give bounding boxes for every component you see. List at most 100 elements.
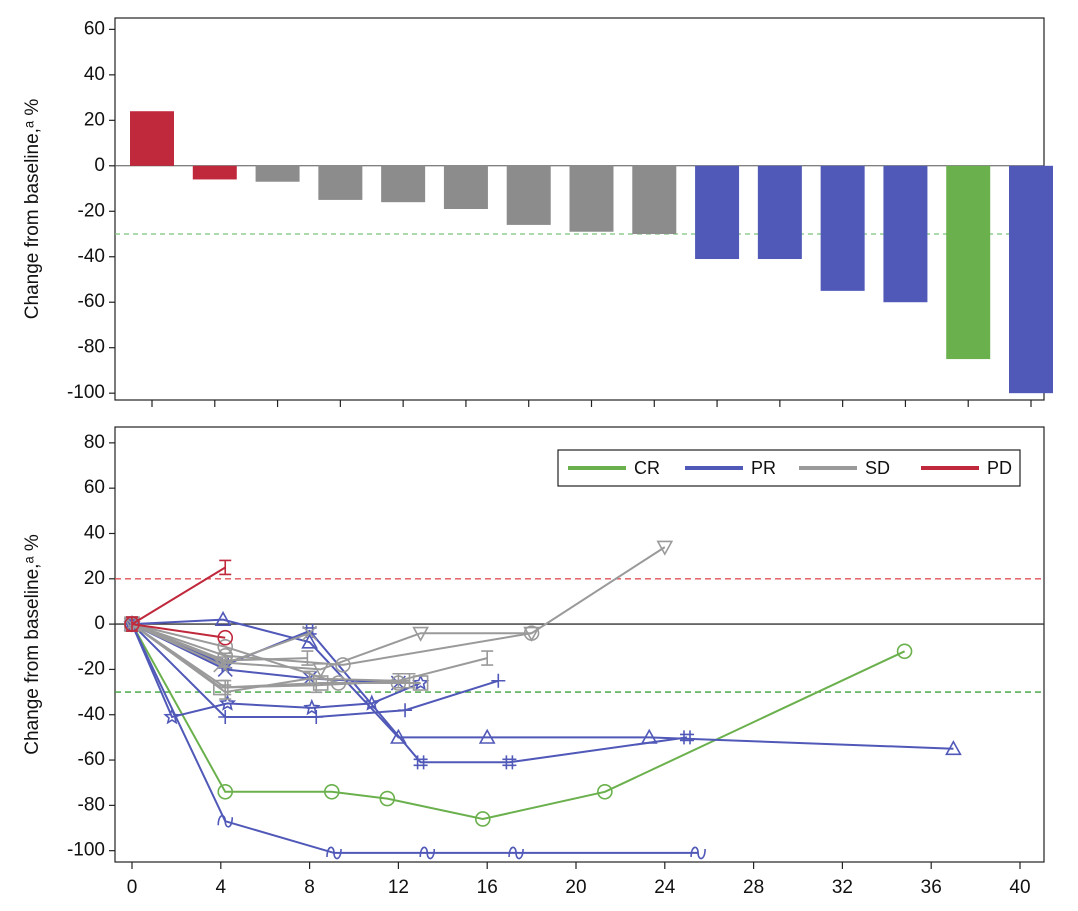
marker-x xyxy=(302,625,318,641)
marker-star xyxy=(411,673,430,691)
marker-inverted-triangle xyxy=(656,540,674,556)
y-tick-label: 0 xyxy=(94,613,105,634)
x-tick-label: 36 xyxy=(921,877,942,898)
waterfall-panel: 60 40 20 0 -20 -40 -60 -80 -100 Change from basel… xyxy=(22,17,1053,407)
series-line xyxy=(131,623,906,821)
marker-tilde xyxy=(690,846,706,860)
bar xyxy=(381,165,426,203)
y-axis-title: Change from baseline,ᵃ % xyxy=(22,99,43,320)
y-tick-label: 20 xyxy=(84,109,105,130)
legend-label: PD xyxy=(987,458,1012,478)
marker-hash xyxy=(680,730,694,745)
series-line xyxy=(131,623,699,854)
bar xyxy=(130,111,174,166)
marker-cap xyxy=(403,672,416,689)
x-tick-label: 40 xyxy=(1009,877,1030,898)
marker-circle xyxy=(379,790,396,807)
marker-cap xyxy=(219,679,232,696)
y-tick-label: -100 xyxy=(67,382,105,403)
chart-legend: CR PR SD PD xyxy=(557,449,1021,487)
y-tick-label: -80 xyxy=(78,337,105,358)
bar xyxy=(569,165,614,232)
marker-circle xyxy=(523,625,540,641)
marker-plus xyxy=(218,710,233,724)
y-tick-label: -80 xyxy=(78,794,105,815)
marker-circle xyxy=(597,783,613,800)
series-pd xyxy=(126,559,232,632)
marker-triangle xyxy=(390,728,407,744)
y-tick-label: -20 xyxy=(78,200,105,221)
marker-cap xyxy=(219,559,232,576)
bar xyxy=(255,165,300,182)
y-tick-label: -60 xyxy=(78,291,105,312)
bar xyxy=(1009,165,1053,394)
series-line xyxy=(131,623,421,719)
bar xyxy=(443,165,488,209)
x-tick-label: 8 xyxy=(304,877,315,898)
x-tick-label: 16 xyxy=(477,877,498,898)
series-line xyxy=(131,618,954,750)
marker-star xyxy=(218,694,237,711)
marker-cap xyxy=(310,677,323,694)
marker-triangle xyxy=(214,610,232,626)
legend-item-sd: SD xyxy=(799,458,890,478)
marker-circle xyxy=(124,616,140,632)
y-tick-label: 40 xyxy=(84,64,105,85)
marker-tilde xyxy=(217,814,234,828)
marker-circle xyxy=(896,643,913,660)
marker-cap xyxy=(219,652,232,669)
marker-tilde xyxy=(326,846,342,860)
legend-item-cr: CR xyxy=(568,458,660,478)
marker-hash xyxy=(413,755,428,770)
marker-tilde xyxy=(419,846,436,860)
series-line xyxy=(131,566,226,625)
marker-triangle xyxy=(301,633,318,649)
x-tick-label: 28 xyxy=(743,877,764,898)
marker-cap xyxy=(301,650,314,666)
marker-tilde xyxy=(508,846,524,860)
marker-star xyxy=(363,694,381,711)
y-tick-label: 60 xyxy=(84,477,105,498)
series-line xyxy=(131,623,688,764)
y-tick-label: 40 xyxy=(84,523,105,544)
marker-star xyxy=(163,707,181,725)
spider-panel: 80 60 40 20 0 -20 -40 -60 -80 -100 0 4 8 12 16 20 24 28 32… xyxy=(22,426,1045,898)
series-line xyxy=(131,623,226,639)
bar xyxy=(883,165,928,303)
y-tick-label: 60 xyxy=(84,18,105,39)
bar xyxy=(820,165,865,291)
marker-cap xyxy=(481,650,494,666)
series-sd xyxy=(126,616,494,700)
y-tick-label: -60 xyxy=(78,749,105,770)
y-tick-label: 20 xyxy=(84,568,105,589)
x-tick-label: 20 xyxy=(565,877,586,898)
y-tick-label: 0 xyxy=(94,155,105,176)
series-line xyxy=(131,623,410,689)
y-tick-label: -20 xyxy=(78,658,105,679)
bar xyxy=(632,165,677,235)
legend-item-pd: PD xyxy=(921,458,1012,478)
marker-circle xyxy=(474,811,491,827)
y-tick-label: -100 xyxy=(67,840,105,861)
y-tick-label: -40 xyxy=(78,704,105,725)
y-tick-label: -40 xyxy=(78,246,105,267)
series-line xyxy=(131,546,666,671)
marker-square xyxy=(312,675,329,691)
marker-plus xyxy=(398,703,413,718)
series-line xyxy=(131,623,399,684)
spider-frame xyxy=(114,426,1045,863)
marker-circle xyxy=(335,657,351,673)
legend-label: SD xyxy=(865,458,890,478)
x-tick-label: 24 xyxy=(654,877,676,898)
marker-star xyxy=(303,698,321,716)
marker-triangle xyxy=(478,728,496,744)
legend-label: PR xyxy=(751,458,776,478)
marker-plus xyxy=(491,673,506,688)
bar xyxy=(695,165,740,260)
marker-circle xyxy=(217,629,234,646)
series-line xyxy=(131,623,532,666)
series-cr xyxy=(124,616,913,827)
bar xyxy=(757,165,802,260)
y-tick-label: 80 xyxy=(84,432,105,453)
